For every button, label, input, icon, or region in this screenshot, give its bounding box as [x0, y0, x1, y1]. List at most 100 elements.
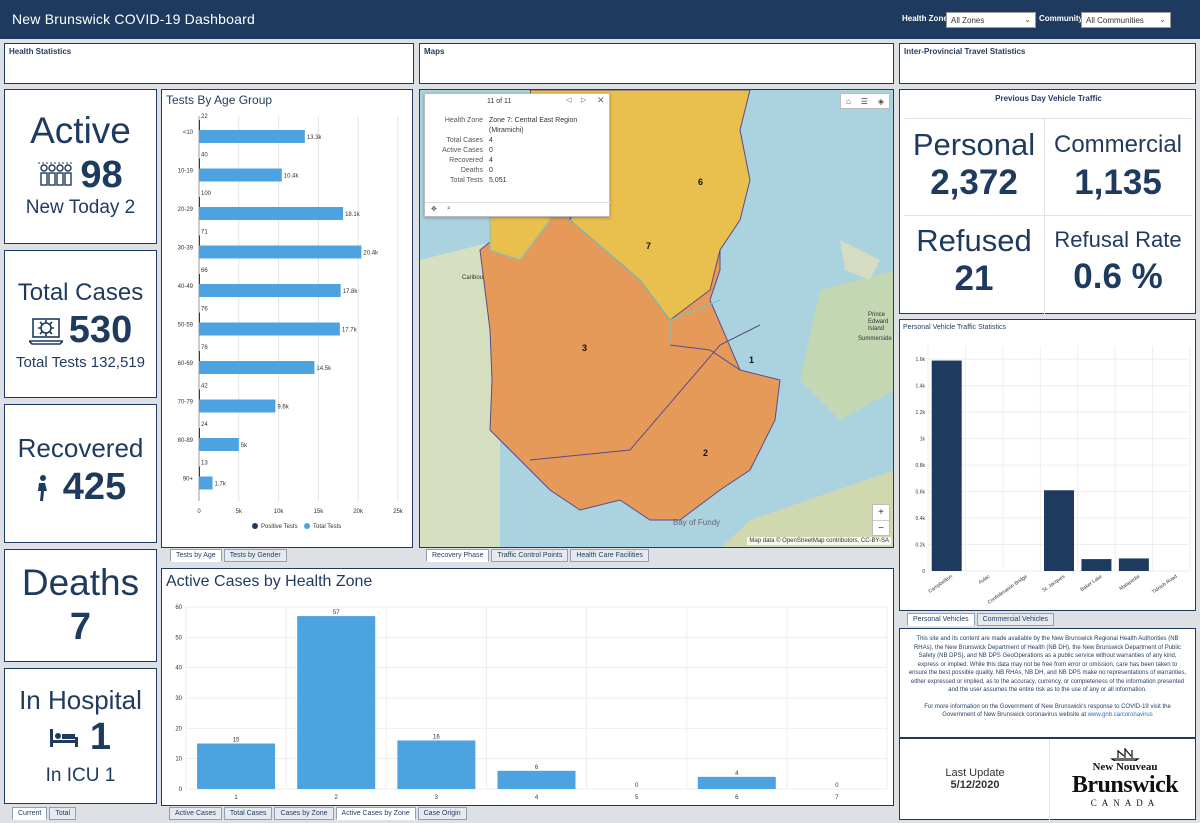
- x-tick-label: Tidnish Road: [1151, 574, 1179, 596]
- y-tick-label: 1.4k: [916, 384, 926, 390]
- y-tick-label: 50-59: [178, 323, 194, 329]
- tab-total-cases[interactable]: Total Cases: [223, 807, 273, 820]
- x-tick-label: Confederation Bridge: [987, 574, 1029, 606]
- tab-cases-by-zone[interactable]: Cases by Zone: [274, 807, 334, 820]
- y-tick-label: 40-49: [178, 284, 194, 290]
- total-tests-label: 13.3k: [307, 135, 323, 141]
- popup-rows: Health Zone Zone 7: Central East Region (…: [425, 116, 611, 186]
- close-icon[interactable]: ✕: [597, 95, 605, 105]
- logo-new: New: [1092, 761, 1114, 773]
- y-tick-label: 80-89: [178, 438, 194, 444]
- recovered-card: Recovered 425: [4, 404, 157, 543]
- tab-active-cases[interactable]: Active Cases: [169, 807, 222, 820]
- legend-icon[interactable]: ☰: [860, 96, 868, 106]
- refusal-rate-value: 0.6 %: [1073, 257, 1163, 296]
- more-info-text: For more information on the Government o…: [908, 703, 1187, 720]
- popup-value: 4: [489, 157, 493, 164]
- move-icon[interactable]: ✥: [431, 206, 437, 213]
- popup-field: Total Cases: [446, 137, 483, 144]
- more-info-prefix: For more information on the Government o…: [924, 703, 1171, 719]
- tab-active-cases-by-zone[interactable]: Active Cases by Zone: [335, 807, 416, 820]
- vehicle-bar: [1081, 559, 1112, 571]
- y-tick-label: 0: [922, 569, 925, 575]
- tab-recovery-phase[interactable]: Recovery Phase: [426, 549, 490, 562]
- zone-bar-label: 15: [233, 738, 240, 744]
- y-tick-label: 40: [175, 666, 182, 672]
- recovered-value: 425: [62, 466, 127, 508]
- zone-bar-label: 0: [835, 783, 839, 789]
- x-tick-label: St. Jacques: [1041, 573, 1066, 593]
- next-icon[interactable]: ▷: [581, 97, 587, 104]
- map-canvas[interactable]: [420, 90, 894, 548]
- section-title: Maps: [424, 47, 445, 56]
- tab-health-care-facilities[interactable]: Health Care Facilities: [570, 549, 649, 562]
- x-tick-label: 15k: [314, 509, 325, 515]
- tab-case-origin[interactable]: Case Origin: [417, 807, 467, 820]
- coronavirus-link[interactable]: www.gnb.ca/coronavirus: [1087, 712, 1153, 718]
- positive-tests-bar: [199, 197, 200, 207]
- zoom-out-button[interactable]: −: [878, 523, 884, 534]
- layers-icon[interactable]: ◈: [877, 96, 885, 106]
- zone-bar-label: 57: [333, 610, 340, 616]
- vehicle-bar: [931, 360, 962, 571]
- popup-field: Deaths: [460, 167, 483, 174]
- popup-field: Active Cases: [442, 147, 483, 154]
- y-tick-label: 90+: [183, 477, 194, 483]
- icu-value: In ICU 1: [45, 765, 116, 786]
- total-tests-label: 5k: [241, 443, 248, 449]
- popup-field: Recovered: [449, 157, 483, 164]
- zone-bar-label: 16: [433, 734, 440, 740]
- last-update: Last Update 5/12/2020: [900, 767, 1050, 791]
- total-tests-bar: [199, 284, 341, 297]
- tab-traffic-control-points[interactable]: Traffic Control Points: [491, 549, 569, 562]
- total-tests-label: 17.8k: [343, 289, 359, 295]
- tab-commercial-vehicles[interactable]: Commercial Vehicles: [976, 613, 1055, 626]
- section-title: Inter-Provincial Travel Statistics: [904, 47, 1026, 56]
- prev-icon[interactable]: ◁: [566, 97, 572, 104]
- total-tests-bar: [199, 361, 315, 374]
- x-tick-label: 5: [635, 795, 639, 801]
- map-panel[interactable]: 6 7 3 1 2 Prince Edward Island Summersid…: [419, 89, 894, 548]
- y-tick-label: 50: [175, 635, 182, 641]
- health-zone-select[interactable]: All Zones ⌄: [946, 12, 1036, 28]
- community-select[interactable]: All Communities ⌄: [1081, 12, 1171, 28]
- tab-current[interactable]: Current: [12, 807, 48, 820]
- zoom-to-icon[interactable]: ⌕: [447, 205, 451, 212]
- positive-tests-bar: [199, 351, 200, 361]
- y-tick-label: 30: [175, 696, 182, 702]
- place-label: Caribou: [462, 275, 484, 281]
- age-chart-title: Tests By Age Group: [166, 93, 273, 107]
- deaths-value: 7: [69, 606, 92, 648]
- logo-brunswick: Brunswick: [1071, 772, 1179, 798]
- zoom-in-button[interactable]: +: [873, 505, 889, 521]
- last-update-date: 5/12/2020: [950, 779, 1000, 791]
- x-tick-label: 25k: [393, 509, 404, 515]
- zone-chart-panel: Active Cases by Health Zone 0 10 20 30 40 50 6…: [161, 568, 894, 806]
- positive-tests-label: 100: [201, 191, 212, 197]
- legend-positive-label: Positive Tests: [261, 524, 298, 530]
- y-tick-label: 0.6k: [916, 490, 926, 496]
- new-today: New Today 2: [25, 197, 136, 218]
- community-label: Community:: [1039, 14, 1086, 23]
- tab-tests-by-gender[interactable]: Tests by Gender: [223, 549, 287, 562]
- zone-label: 1: [749, 355, 755, 365]
- walking-person-icon: [37, 474, 47, 501]
- positive-tests-label: 42: [201, 384, 208, 390]
- age-bar-chart: 0 5k 10k 15k 20k 25k <10 22 13.3k 10-19 40 10.4k 20-…: [178, 114, 404, 530]
- y-tick-label: 0: [179, 787, 183, 793]
- zone-bar: [397, 740, 476, 789]
- positive-tests-bar: [199, 235, 200, 246]
- home-icon[interactable]: ⌂: [845, 96, 851, 106]
- total-cases-card: Total Cases 530 Total Tests 132,519: [4, 250, 157, 398]
- popup-row: Deaths 0: [425, 166, 611, 176]
- tab-tests-by-age[interactable]: Tests by Age: [170, 549, 222, 562]
- refused-label: Refused: [916, 223, 1032, 258]
- vehicle-bar-chart: 0 0.2k 0.4k 0.6k 0.8k 1k 1.2k 1.4k 1.6k Campbellt…: [916, 346, 1191, 606]
- zone-label: 2: [703, 448, 709, 458]
- nb-logo: New Nouveau Brunswick CANADA: [1058, 747, 1192, 815]
- tab-personal-vehicles[interactable]: Personal Vehicles: [907, 613, 975, 626]
- personal-stat: Personal 2,372: [904, 127, 1044, 203]
- positive-tests-bar: [199, 466, 200, 477]
- tab-total[interactable]: Total: [49, 807, 77, 820]
- total-tests-label: 18.1k: [345, 212, 361, 218]
